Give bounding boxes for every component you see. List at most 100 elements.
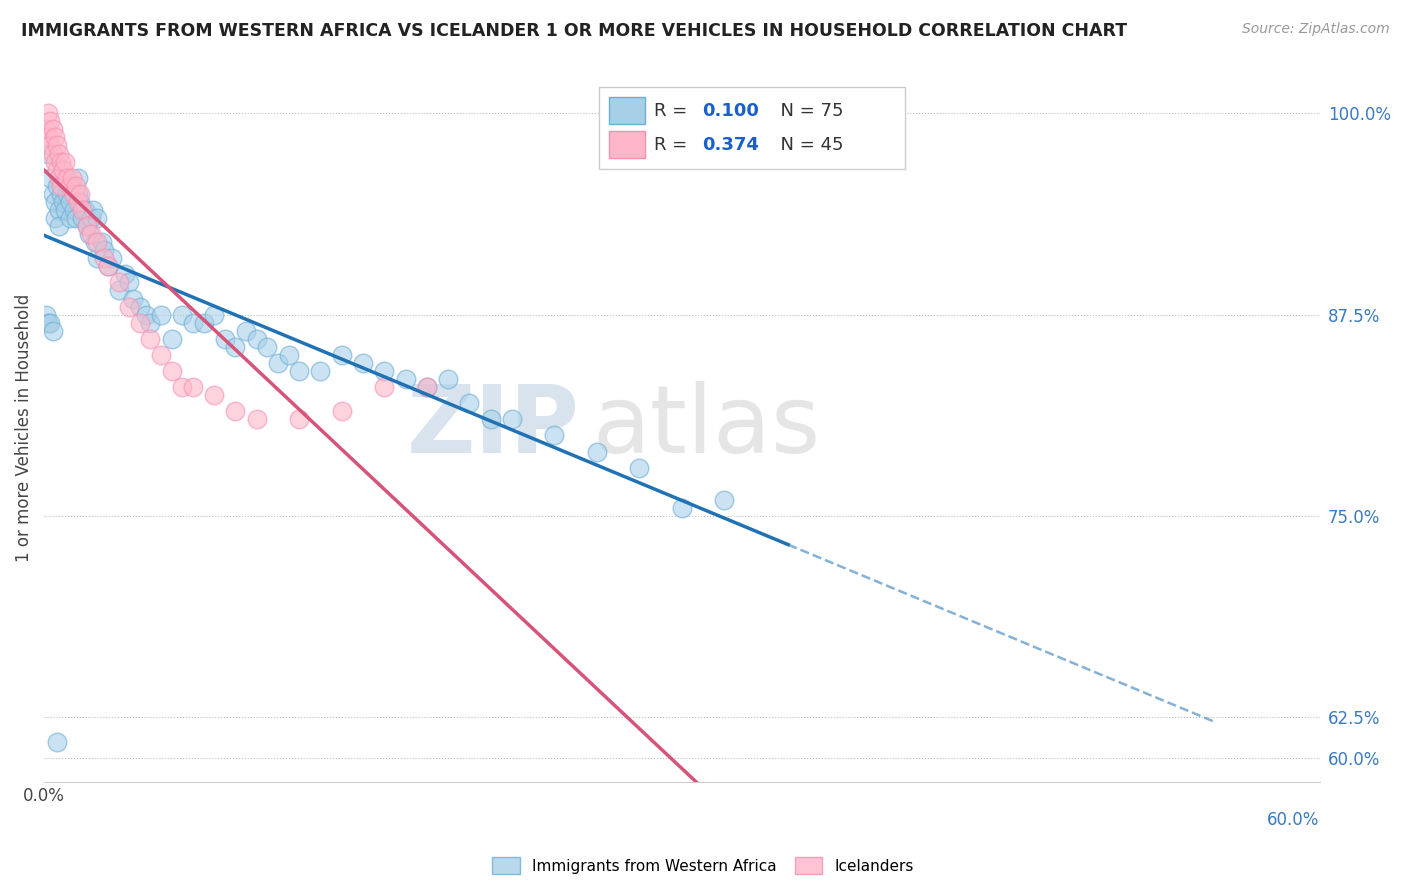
Point: [67, 170, 90, 185]
Point: [139, 332, 162, 346]
Point: [73, 202, 96, 217]
Point: [44, 154, 66, 169]
Point: [128, 300, 150, 314]
Point: [235, 324, 257, 338]
Point: [277, 348, 299, 362]
Point: [479, 412, 502, 426]
Point: [256, 340, 278, 354]
Point: [44, 194, 66, 209]
Point: [107, 284, 129, 298]
Point: [416, 380, 439, 394]
Point: [139, 316, 162, 330]
Point: [39, 114, 62, 128]
Point: [49, 186, 72, 201]
Point: [90, 235, 112, 249]
Point: [35, 122, 58, 136]
Point: [59, 178, 82, 193]
Point: [543, 428, 565, 442]
Point: [373, 364, 395, 378]
Point: [288, 364, 311, 378]
Point: [45, 162, 67, 177]
Point: [309, 364, 332, 378]
Point: [246, 412, 269, 426]
Point: [82, 202, 104, 217]
Point: [181, 316, 204, 330]
Point: [122, 292, 145, 306]
Point: [267, 356, 290, 370]
Point: [86, 235, 108, 249]
Text: N = 75: N = 75: [769, 102, 844, 120]
Point: [72, 202, 94, 217]
Point: [37, 316, 59, 330]
Point: [44, 211, 66, 225]
Point: [69, 186, 91, 201]
Point: [48, 219, 70, 233]
Point: [67, 186, 90, 201]
Point: [86, 211, 108, 225]
Point: [65, 178, 87, 193]
Point: [97, 260, 120, 274]
Point: [160, 332, 183, 346]
Point: [49, 154, 72, 169]
Point: [45, 178, 67, 193]
Point: [373, 380, 395, 394]
Text: R =: R =: [654, 102, 693, 120]
Point: [60, 170, 83, 185]
Point: [437, 372, 460, 386]
Point: [224, 404, 246, 418]
Text: Source: ZipAtlas.com: Source: ZipAtlas.com: [1241, 22, 1389, 37]
Point: [330, 404, 353, 418]
Point: [101, 252, 124, 266]
Point: [59, 211, 82, 225]
Point: [63, 202, 86, 217]
Point: [37, 106, 59, 120]
Point: [202, 308, 225, 322]
Point: [41, 186, 63, 201]
Point: [35, 308, 58, 322]
Point: [172, 380, 194, 394]
Point: [37, 146, 59, 161]
Point: [39, 316, 62, 330]
Point: [53, 154, 76, 169]
Text: IMMIGRANTS FROM WESTERN AFRICA VS ICELANDER 1 OR MORE VEHICLES IN HOUSEHOLD CORR: IMMIGRANTS FROM WESTERN AFRICA VS ICELAN…: [21, 22, 1128, 40]
Point: [193, 316, 215, 330]
Text: 0.100: 0.100: [703, 102, 759, 120]
Point: [160, 364, 183, 378]
Point: [41, 324, 63, 338]
Point: [80, 211, 103, 225]
Point: [48, 202, 70, 217]
Legend: Immigrants from Western Africa, Icelanders: Immigrants from Western Africa, Icelande…: [486, 851, 920, 880]
Point: [172, 308, 194, 322]
Point: [394, 372, 416, 386]
Point: [352, 356, 374, 370]
Point: [49, 178, 72, 193]
Point: [41, 146, 63, 161]
Point: [72, 211, 94, 225]
Point: [713, 492, 735, 507]
Text: R =: R =: [654, 136, 693, 153]
Text: N = 45: N = 45: [769, 136, 844, 153]
Point: [60, 178, 83, 193]
Point: [671, 500, 693, 515]
Point: [586, 444, 609, 458]
Point: [86, 252, 108, 266]
Point: [37, 130, 59, 145]
Point: [628, 460, 651, 475]
Point: [84, 235, 107, 249]
Point: [45, 138, 67, 153]
Point: [69, 194, 91, 209]
Point: [416, 380, 439, 394]
Text: 60.0%: 60.0%: [1267, 811, 1320, 829]
Point: [39, 138, 62, 153]
Point: [80, 227, 103, 241]
Point: [181, 380, 204, 394]
Point: [150, 308, 173, 322]
Point: [44, 130, 66, 145]
Point: [53, 170, 76, 185]
Point: [150, 348, 173, 362]
Point: [97, 260, 120, 274]
Point: [45, 734, 67, 748]
Point: [214, 332, 236, 346]
Text: ZIP: ZIP: [406, 382, 579, 474]
Point: [107, 276, 129, 290]
